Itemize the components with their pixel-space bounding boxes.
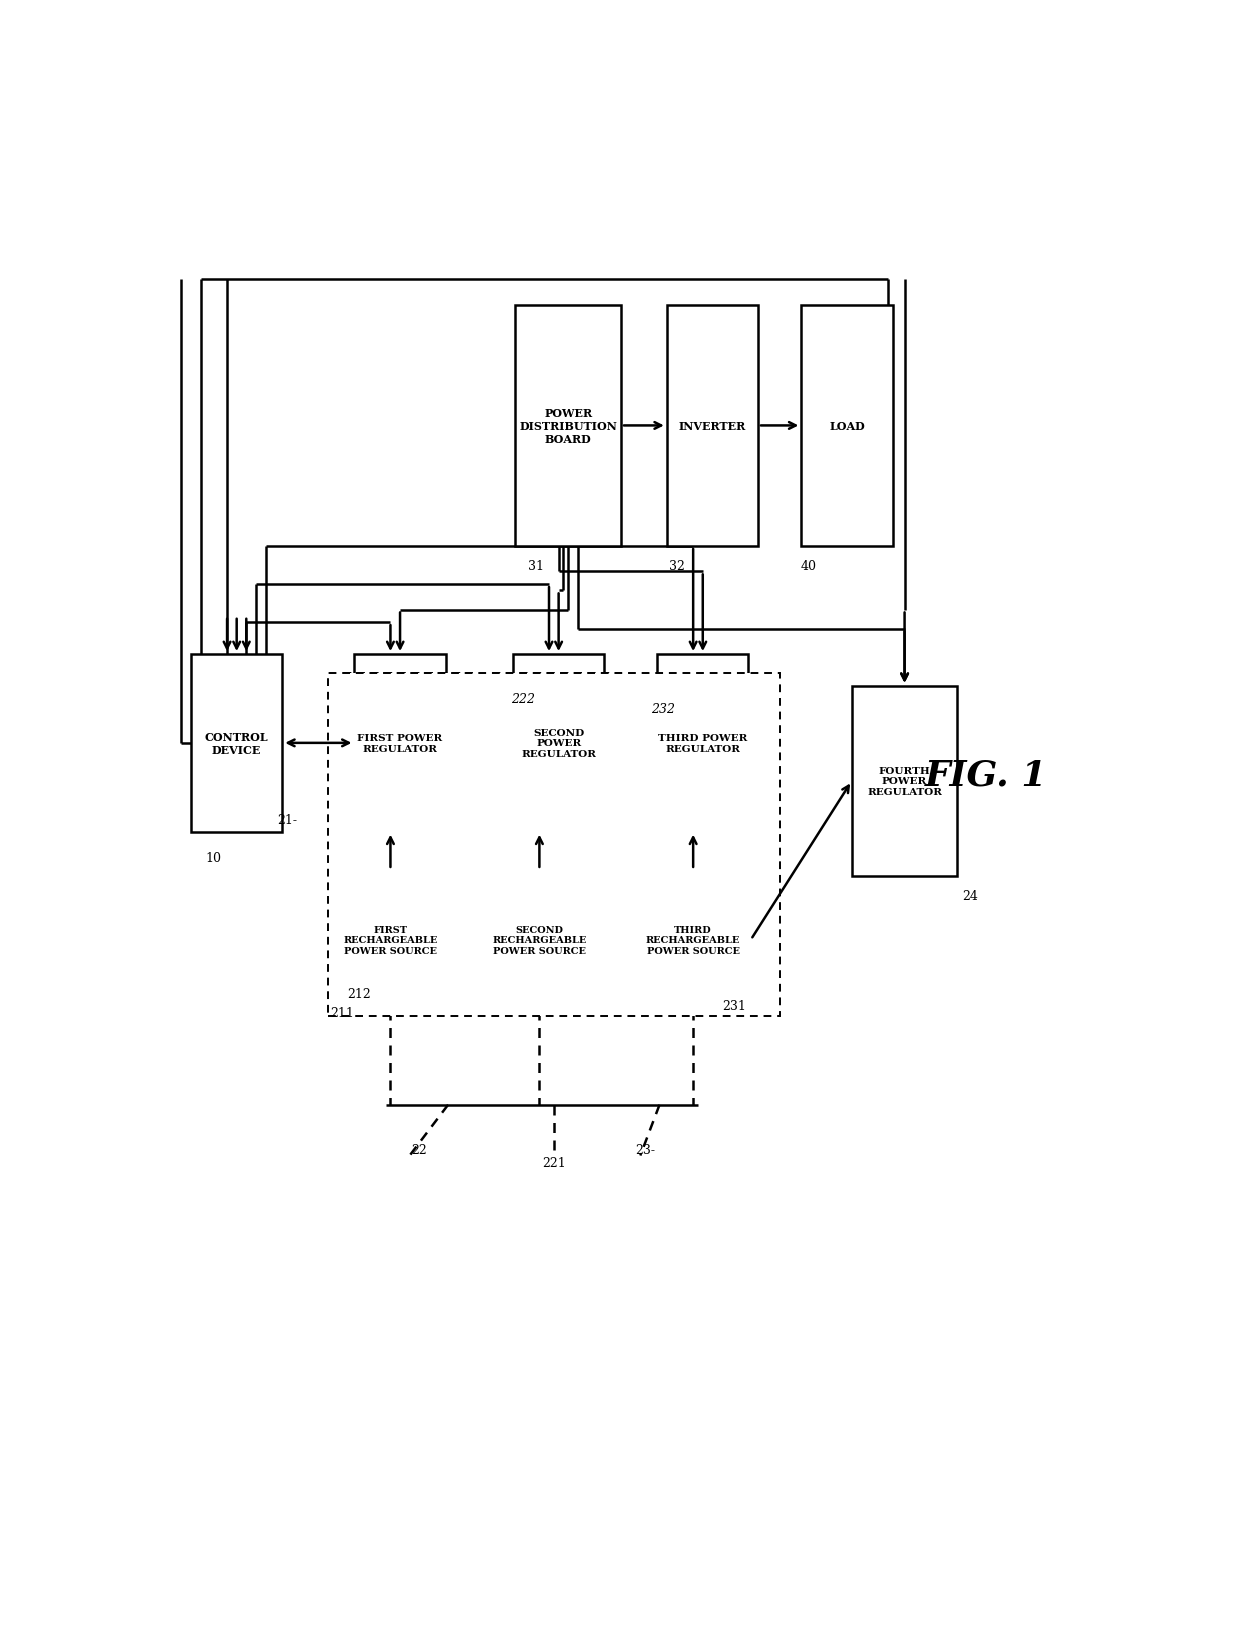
Text: 31: 31 [528,559,544,572]
Text: 232: 232 [651,702,675,715]
Bar [355,654,445,832]
Bar [657,654,749,832]
Text: 231: 231 [722,1000,746,1014]
Text: LOAD: LOAD [830,420,864,432]
Bar [635,870,750,1010]
Bar [191,654,283,832]
Text: SECOND
RECHARGEABLE
POWER SOURCE: SECOND RECHARGEABLE POWER SOURCE [492,925,587,954]
Bar [667,305,758,547]
Bar [513,654,604,832]
Text: THIRD
RECHARGEABLE
POWER SOURCE: THIRD RECHARGEABLE POWER SOURCE [646,925,740,954]
Bar [337,870,444,1010]
Bar [516,305,621,547]
Text: 10: 10 [205,852,221,864]
Text: INVERTER: INVERTER [678,420,746,432]
Bar [486,870,593,1010]
Text: POWER
DISTRIBUTION
BOARD: POWER DISTRIBUTION BOARD [520,409,618,445]
Text: CONTROL
DEVICE: CONTROL DEVICE [205,732,269,755]
Text: 221: 221 [542,1155,565,1168]
Text: 212: 212 [347,987,371,1000]
Text: 40: 40 [801,559,817,572]
Text: 211: 211 [330,1005,353,1018]
Text: FOURTH
POWER
REGULATOR: FOURTH POWER REGULATOR [867,766,942,796]
Bar [852,686,957,877]
Bar [801,305,893,547]
Text: FIRST
RECHARGEABLE
POWER SOURCE: FIRST RECHARGEABLE POWER SOURCE [343,925,438,954]
Text: 24: 24 [962,890,978,903]
Text: THIRD POWER
REGULATOR: THIRD POWER REGULATOR [658,733,748,753]
Bar [327,674,780,1017]
Bar [486,674,621,990]
Text: FIRST POWER
REGULATOR: FIRST POWER REGULATOR [357,733,443,753]
Text: 22: 22 [412,1144,427,1157]
Text: SECOND
POWER
REGULATOR: SECOND POWER REGULATOR [521,728,596,758]
Bar [337,674,472,990]
Text: 23-: 23- [635,1144,655,1157]
Text: 32: 32 [670,559,684,572]
Bar [629,692,777,997]
Text: FIG. 1: FIG. 1 [925,758,1048,793]
Text: 222: 222 [511,692,534,705]
Text: 21-: 21- [278,812,298,826]
